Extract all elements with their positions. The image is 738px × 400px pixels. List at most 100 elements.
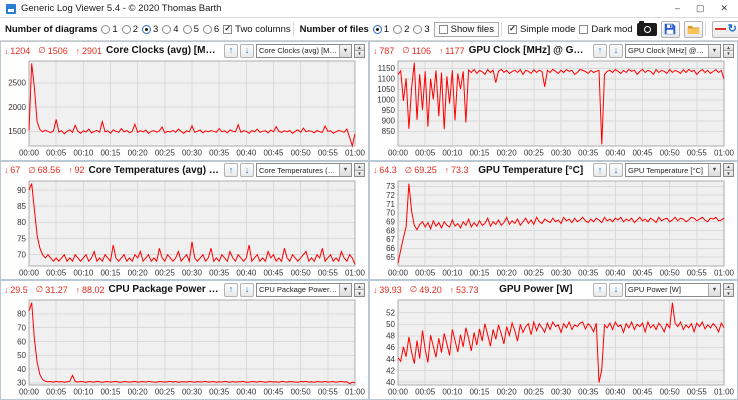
avg-icon: ∅	[35, 284, 44, 295]
chart-move-down-button[interactable]: ↓	[240, 43, 254, 58]
svg-text:00:00: 00:00	[388, 149, 409, 158]
svg-text:00:20: 00:20	[497, 268, 518, 277]
max-value: 92	[74, 165, 85, 176]
divider	[704, 22, 706, 36]
chart-move-up-button[interactable]: ↑	[224, 163, 238, 178]
diagrams-radio-3[interactable]: 3	[141, 24, 158, 35]
svg-text:00:20: 00:20	[497, 149, 518, 158]
diagrams-radio-1[interactable]: 1	[101, 24, 118, 35]
metric-spinner[interactable]: ▲ ▼	[723, 43, 734, 58]
avg-value: 69.25	[414, 165, 437, 176]
up-arrow-icon: ↑	[597, 164, 603, 175]
svg-text:48: 48	[386, 332, 395, 341]
svg-text:70: 70	[17, 324, 26, 333]
diagrams-radio-6[interactable]: 6	[202, 24, 219, 35]
chart-move-down-button[interactable]: ↓	[240, 282, 254, 297]
chart-plot: 00:00 00:05 00:10 00:15 00:20 00:25 00:30 00:35…	[372, 179, 735, 278]
svg-text:00:25: 00:25	[524, 268, 545, 277]
files-radio-1[interactable]: 1	[372, 24, 389, 35]
chart-move-down-button[interactable]: ↓	[240, 163, 254, 178]
chart-title: GPU Clock [MHz] @ GPU [#1]: NVIDIA RTX A…	[468, 45, 589, 56]
svg-text:1050: 1050	[377, 85, 395, 94]
line-style-refresh-button[interactable]: ↻	[711, 20, 738, 38]
files-radio-2[interactable]: 2	[393, 24, 409, 35]
chart-move-up-button[interactable]: ↑	[593, 43, 607, 58]
chart-panel-cpu-power: ↓ 29.5 ∅ 31.27 ↑ 88.02 CPU Package Power [W…	[0, 280, 369, 400]
svg-text:46: 46	[386, 344, 395, 353]
svg-text:00:25: 00:25	[524, 149, 545, 158]
maximize-button[interactable]: ▢	[695, 3, 705, 13]
simple-mode-checkbox[interactable]: ✓ Simple mode	[507, 23, 576, 35]
svg-text:00:05: 00:05	[415, 388, 436, 397]
minimize-button[interactable]: –	[674, 3, 680, 13]
open-file-button[interactable]	[683, 20, 703, 38]
window-title: Generic Log Viewer 5.4 - © 2020 Thomas B…	[21, 3, 222, 14]
save-button[interactable]	[660, 20, 680, 38]
svg-text:00:50: 00:50	[291, 268, 312, 277]
svg-text:00:20: 00:20	[128, 149, 149, 158]
dark-mode-checkbox[interactable]: ✓Dark mod	[579, 24, 633, 35]
screenshot-camera-button[interactable]	[636, 20, 657, 36]
chart-move-down-button[interactable]: ↓	[609, 282, 623, 297]
chart-move-up-button[interactable]: ↑	[593, 282, 607, 297]
chart-stats: ↓ 39.93 ∅ 49.20 ↑ 53.73	[373, 284, 479, 295]
chevron-down-icon: ▼	[708, 44, 720, 57]
diagrams-radio-5[interactable]: 5	[182, 24, 199, 35]
divider	[500, 22, 502, 36]
line-color-icon	[714, 28, 726, 30]
chart-panel-gpu-temp: ↓ 64.3 ∅ 69.25 ↑ 73.3 GPU Temperature [°C] …	[369, 160, 738, 281]
svg-text:1150: 1150	[378, 64, 396, 73]
spin-down-icon: ▼	[355, 51, 364, 57]
metric-select[interactable]: GPU Clock [MHz] @ GPU ▼	[625, 43, 721, 58]
diagrams-radio-4[interactable]: 4	[162, 24, 179, 35]
metric-spinner[interactable]: ▲ ▼	[723, 282, 734, 297]
spin-down-icon: ▼	[724, 51, 733, 57]
chart-move-up-button[interactable]: ↑	[224, 43, 238, 58]
metric-select[interactable]: GPU Power [W] ▼	[625, 282, 721, 297]
svg-text:44: 44	[386, 355, 395, 364]
metric-spinner[interactable]: ▲ ▼	[354, 43, 365, 58]
svg-text:01:00: 01:00	[345, 149, 366, 158]
metric-select[interactable]: GPU Temperature [°C] ▼	[625, 163, 721, 178]
svg-text:00:20: 00:20	[128, 268, 149, 277]
chart-plot: 00:00 00:05 00:10 00:15 00:20 00:25 00:30 00:35…	[3, 179, 366, 278]
chevron-down-icon: ▼	[339, 283, 351, 296]
svg-text:72: 72	[386, 191, 395, 200]
metric-spinner[interactable]: ▲ ▼	[354, 282, 365, 297]
metric-spinner[interactable]: ▲ ▼	[354, 163, 365, 178]
diagrams-radio-2[interactable]: 2	[121, 24, 138, 35]
avg-value: 49.20	[419, 284, 442, 295]
avg-value: 68.56	[37, 165, 61, 176]
close-button[interactable]: ✕	[720, 3, 728, 13]
svg-text:00:35: 00:35	[578, 388, 599, 397]
chart-move-up-button[interactable]: ↑	[593, 163, 607, 178]
svg-text:00:45: 00:45	[632, 149, 653, 158]
metric-select[interactable]: Core Clocks (avg) [MHz] ▼	[256, 43, 352, 58]
chart-plot: 00:00 00:05 00:10 00:15 00:20 00:25 00:30 00:35…	[372, 298, 735, 397]
show-files-checkbox[interactable]: ✓Show files	[433, 21, 499, 37]
svg-text:00:25: 00:25	[155, 149, 176, 158]
metric-select[interactable]: CPU Package Power [W] ▼	[256, 282, 352, 297]
folder-icon	[687, 25, 699, 34]
title-bar: Generic Log Viewer 5.4 - © 2020 Thomas B…	[0, 0, 738, 18]
floppy-disk-icon	[664, 23, 676, 35]
chart-title: Core Temperatures (avg) [°C]	[88, 164, 220, 176]
down-arrow-icon: ↓	[613, 45, 619, 55]
chart-stats: ↓ 29.5 ∅ 31.27 ↑ 88.02	[4, 284, 105, 295]
metric-select[interactable]: Core Temperatures (avg) ▼	[256, 163, 352, 178]
chart-move-up-button[interactable]: ↑	[224, 282, 238, 297]
svg-text:00:45: 00:45	[263, 149, 284, 158]
chart-title: GPU Power [W]	[499, 284, 573, 296]
svg-text:68: 68	[386, 226, 395, 235]
svg-text:00:05: 00:05	[46, 149, 67, 158]
svg-text:2500: 2500	[8, 79, 26, 88]
spin-up-icon: ▲	[724, 44, 733, 51]
chart-move-down-button[interactable]: ↓	[609, 163, 623, 178]
svg-text:65: 65	[386, 253, 395, 262]
files-radio-3[interactable]: 3	[413, 24, 430, 35]
svg-text:00:35: 00:35	[209, 268, 230, 277]
spin-down-icon: ▼	[355, 290, 364, 296]
chart-move-down-button[interactable]: ↓	[609, 43, 623, 58]
two-columns-checkbox[interactable]: ✓ Two columns	[223, 23, 291, 35]
metric-spinner[interactable]: ▲ ▼	[723, 163, 734, 178]
